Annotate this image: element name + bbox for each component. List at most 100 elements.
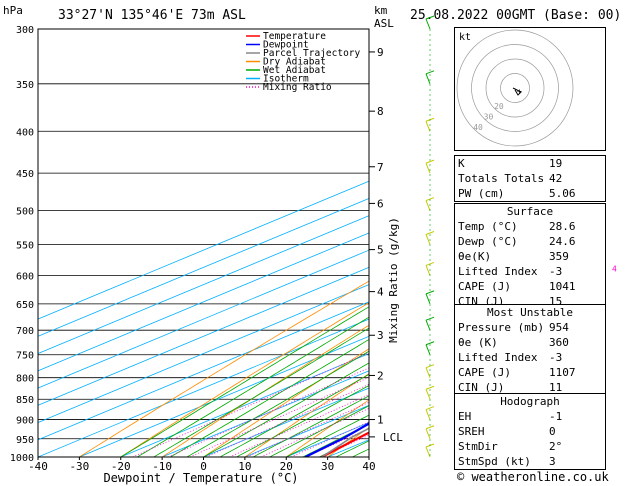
wet-adiabat-line [186, 350, 369, 457]
most-unstable-value: -3 [549, 351, 563, 364]
hodograph-stat-row: StmDir 2° [455, 439, 605, 454]
dry-adiabat-line [79, 280, 369, 457]
hodograph-stat-row: StmSpd (kt) 3 [455, 454, 605, 469]
wind-barb-flag [425, 159, 435, 164]
x-tick-label: 10 [238, 460, 251, 473]
most-unstable-panel: Most Unstable Pressure (mb) 954 θe (K) 360 L… [454, 304, 606, 396]
index-label: Totals Totals [458, 172, 545, 185]
indices-panel: K 19 Totals Totals 42 PW (cm) 5.06 [454, 155, 606, 202]
surface-value: 359 [549, 250, 569, 263]
hodograph-trace [512, 87, 522, 96]
surface-row: Temp (°C) 28.6 [455, 219, 605, 234]
km-tick-label: 3 [377, 329, 384, 342]
hodograph-ring [485, 58, 545, 118]
hodograph-table-title: Hodograph [500, 395, 560, 408]
km-tick-label: 7 [377, 161, 384, 174]
dry-adiabat-line [120, 302, 369, 457]
pressure-tick-label: 550 [16, 240, 34, 251]
surface-panel: Surface Temp (°C) 28.6 Dewp (°C) 24.6 θe(K) 3… [454, 203, 606, 310]
wet-adiabat-line [120, 306, 369, 457]
most-unstable-label: CIN (J) [458, 381, 505, 394]
surface-row: Dewp (°C) 24.6 [455, 234, 605, 249]
wet-adiabat-line [170, 338, 369, 457]
index-value: 5.06 [549, 187, 576, 200]
hodograph-stat-value: 3 [549, 455, 556, 468]
surface-value: 24.6 [549, 235, 576, 248]
index-row: PW (cm) 5.06 [455, 186, 605, 201]
x-axis-label: Dewpoint / Temperature (°C) [103, 471, 298, 485]
legend-entry: Isotherm [263, 74, 309, 85]
wet-adiabat-line [253, 395, 369, 457]
wind-barb-flag [425, 70, 435, 75]
wind-barb-flag [425, 261, 435, 266]
legend-entry: Temperature [263, 31, 326, 42]
most-unstable-row: Lifted Index -3 [455, 350, 605, 365]
pressure-tick-label: 350 [16, 80, 34, 91]
wind-barb [425, 265, 431, 276]
surface-row: θe(K) 359 [455, 249, 605, 264]
dry-adiabat-line [203, 348, 369, 457]
pressure-tick-label: 650 [16, 300, 34, 311]
hodograph-stat-row: SREH 0 [455, 424, 605, 439]
wind-barb [425, 200, 431, 211]
wind-barb [425, 121, 431, 132]
legend-entry: Dry Adiabat [263, 57, 326, 68]
isotherm-line [38, 197, 369, 337]
wind-barb [425, 73, 431, 84]
hodograph-ring-label: 40 [473, 123, 483, 132]
most-unstable-label: Lifted Index [458, 351, 538, 364]
hpa-unit-label: hPa [3, 4, 23, 17]
most-unstable-row: CIN (J) 11 [455, 380, 605, 395]
dry-adiabat-line [244, 373, 369, 457]
wind-barb [425, 389, 431, 400]
km-tick-label: 4 [377, 286, 384, 299]
pressure-tick-label: 900 [16, 416, 34, 427]
isotherm-line [38, 215, 369, 354]
legend-entry: Wet Adiabat [263, 65, 326, 76]
surface-label: Temp (°C) [458, 220, 518, 233]
hodograph-ring-label: 30 [484, 112, 494, 121]
pressure-tick-label: 950 [16, 435, 34, 446]
wind-barb-flag [425, 341, 435, 346]
most-unstable-value: 11 [549, 381, 563, 394]
surface-label: CAPE (J) [458, 280, 511, 293]
hodograph-stat-label: SREH [458, 425, 485, 438]
wind-barb [425, 367, 431, 378]
most-unstable-value: 954 [549, 321, 569, 334]
km-tick-label: 5 [377, 244, 384, 257]
index-row: Totals Totals 42 [455, 171, 605, 186]
mixing-ratio-tick-label: 4 [612, 264, 617, 273]
x-tick-label: 0 [200, 460, 207, 473]
index-value: 42 [549, 172, 563, 185]
pressure-tick-label: 600 [16, 271, 34, 282]
pressure-tick-label: 450 [16, 169, 34, 180]
km-tick-label: 8 [377, 105, 384, 118]
hodograph-stat-row: EH -1 [455, 409, 605, 424]
wind-barb-flag [425, 290, 435, 295]
wind-barb-flag [425, 385, 435, 390]
surface-value: -3 [549, 265, 563, 278]
pressure-tick-label: 500 [16, 207, 34, 218]
surface-value: 1041 [549, 280, 576, 293]
x-tick-label: 40 [362, 460, 375, 473]
wind-barb [425, 344, 431, 355]
isotherm-line [38, 232, 369, 372]
mixing-ratio-axis-label: Mixing Ratio (g/kg) [387, 217, 400, 343]
x-tick-label: -10 [152, 460, 172, 473]
pressure-tick-label: 850 [16, 395, 34, 406]
legend-entry: Mixing Ratio [263, 82, 332, 93]
x-tick-label: -30 [69, 460, 89, 473]
wet-adiabat-line [203, 362, 369, 457]
km-tick-label: 9 [377, 46, 384, 59]
x-tick-label: -20 [111, 460, 131, 473]
isotherm-line [79, 335, 369, 457]
x-tick-label: 30 [321, 460, 334, 473]
wet-adiabat-line [219, 373, 369, 457]
wind-barb-flag [425, 231, 435, 235]
wet-adiabat-line [236, 385, 369, 457]
hodograph-stat-value: 0 [549, 425, 556, 438]
isotherm-line [38, 318, 369, 457]
wet-adiabat-line [269, 405, 369, 457]
wind-barb [425, 320, 431, 331]
